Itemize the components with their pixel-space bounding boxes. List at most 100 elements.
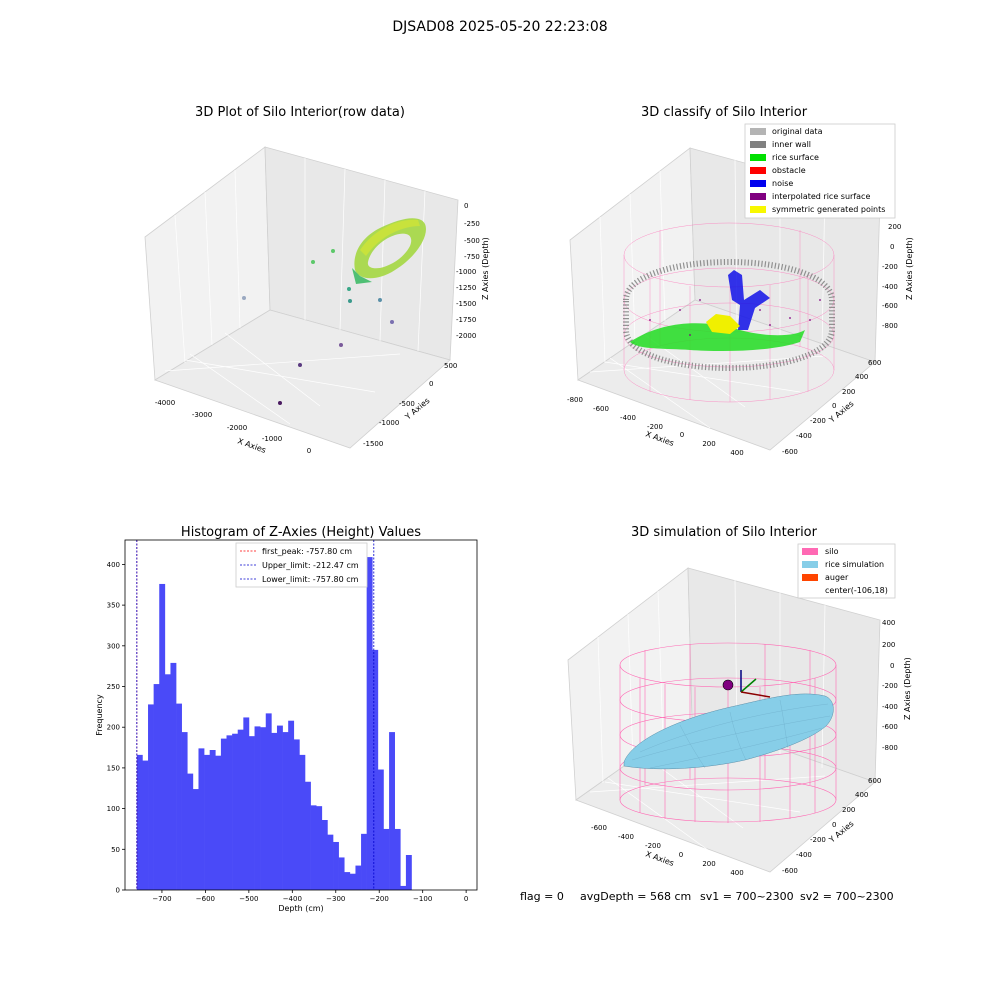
raw-point [278,401,282,405]
histogram-bar [394,828,401,890]
classify-z-tick: -600 [882,302,898,310]
classify-y-tick: -200 [810,417,826,425]
sim-y-tick: 200 [842,806,855,814]
raw-z-tick: -1750 [456,316,476,324]
legend-label: silo [825,547,839,556]
legend-label: Lower_limit: -757.80 cm [262,575,359,584]
raw-x-tick: -1000 [262,435,282,443]
figure-title: DJSAD08 2025-05-20 22:23:08 [392,19,607,35]
sim-z-tick: -600 [882,723,898,731]
raw-point [298,363,302,367]
histogram-bar [265,713,272,890]
classify-legend: original data inner wall rice surface ob… [744,123,896,219]
histogram-bar [159,583,166,890]
histogram-bar [310,805,317,890]
classify-symmetric-points [706,314,740,334]
raw-y-tick: -1500 [363,440,383,448]
legend-swatch-symmetric [750,206,766,213]
histogram-bar [344,872,351,890]
legend-swatch-rice-sim [802,561,818,568]
x-tick-label: −100 [413,895,432,903]
histogram-bar [304,781,311,890]
simulation-plot-title: 3D simulation of Silo Interior [631,525,818,540]
histogram-bar [198,748,205,890]
sim-y-tick: -400 [796,851,812,859]
histogram-y-label: Frequency [95,694,104,736]
raw-z-tick: -2000 [456,332,476,340]
y-tick-label: 300 [107,642,120,650]
sim-x-tick: 0 [679,851,683,859]
histogram-bar [271,732,278,890]
x-tick-label: −600 [196,895,215,903]
classify-x-tick: -400 [620,414,636,422]
histogram-bar [377,769,384,890]
sim-z-tick: -400 [882,703,898,711]
legend-label: first_peak: -757.80 cm [262,547,352,556]
auger-marker [722,670,771,698]
x-tick-label: −700 [152,895,171,903]
sim-z-tick: 0 [890,662,894,670]
y-tick-label: 250 [107,683,120,691]
histogram-bar [164,674,171,890]
classify-rice-surface [630,323,805,352]
sim-x-tick: 200 [702,860,715,868]
classify-z-tick: -800 [882,322,898,330]
classify-x-tick: 0 [680,431,684,439]
histogram-bar [192,789,199,890]
classify-z-label: Z Axies (Depth) [905,237,914,300]
raw-z-tick: -750 [464,253,480,261]
histogram-bar [299,754,306,890]
simulation-ticks: -600 -400 -200 0 200 400 600 400 200 0 -… [591,619,898,877]
legend-label: inner wall [772,140,811,149]
status-sv1: sv1 = 700~2300 [700,890,794,903]
sim-x-label: X Axies [644,849,675,868]
histogram-bar [204,754,210,890]
classify-x-tick: -200 [647,423,663,431]
histogram-bar [372,649,379,890]
raw-point [378,298,382,302]
histogram-bar [361,833,367,890]
classify-noise [728,270,770,330]
status-avg-depth: avgDepth = 568 cm [580,890,691,903]
legend-label: Upper_limit: -212.47 cm [262,561,359,570]
classify-z-tick: -400 [882,283,898,291]
classify-ticks: -800 -600 -400 -200 0 200 400 600 400 20… [567,223,901,457]
legend-label: obstacle [772,166,806,175]
histogram-bar [327,834,334,890]
histogram-bar [355,865,362,890]
histogram-bar [276,725,283,890]
raw-point [390,320,394,324]
simulation-3d-panel: 3D simulation of Silo Interior [567,525,912,877]
sim-y-tick: 400 [855,791,868,799]
raw-surface-ring [354,218,426,279]
histogram-bar [170,662,177,890]
histogram-x-label: Depth (cm) [278,904,323,913]
raw-point [311,260,315,264]
raw-y-tick: -1000 [379,419,399,427]
x-tick-label: 0 [464,895,468,903]
classify-y-tick: 400 [855,373,868,381]
classify-y-tick: 200 [842,388,855,396]
histogram-bar [282,732,289,890]
classify-x-tick: 400 [730,449,743,457]
classify-interp-points [649,299,821,336]
classify-plot-title: 3D classify of Silo Interior [641,105,808,120]
sim-y-tick: -200 [810,836,826,844]
histogram-bar [187,773,194,890]
histogram-title: Histogram of Z-Axies (Height) Values [181,525,421,540]
histogram-legend: first_peak: -757.80 cm Upper_limit: -212… [235,542,368,588]
histogram-bar [209,750,216,890]
histogram-bar [136,754,143,890]
histogram-bar [243,717,250,890]
raw-point [339,343,343,347]
histogram-bar [226,735,233,890]
classify-3d-panel: 3D classify of Silo Interior [567,105,914,457]
raw-point [347,287,351,291]
histogram-bar [148,704,154,890]
legend-label: noise [772,179,793,188]
legend-label: auger [825,573,849,582]
legend-label: symmetric generated points [772,205,885,214]
legend-swatch-interp [750,193,766,200]
histogram-bar [181,732,188,890]
